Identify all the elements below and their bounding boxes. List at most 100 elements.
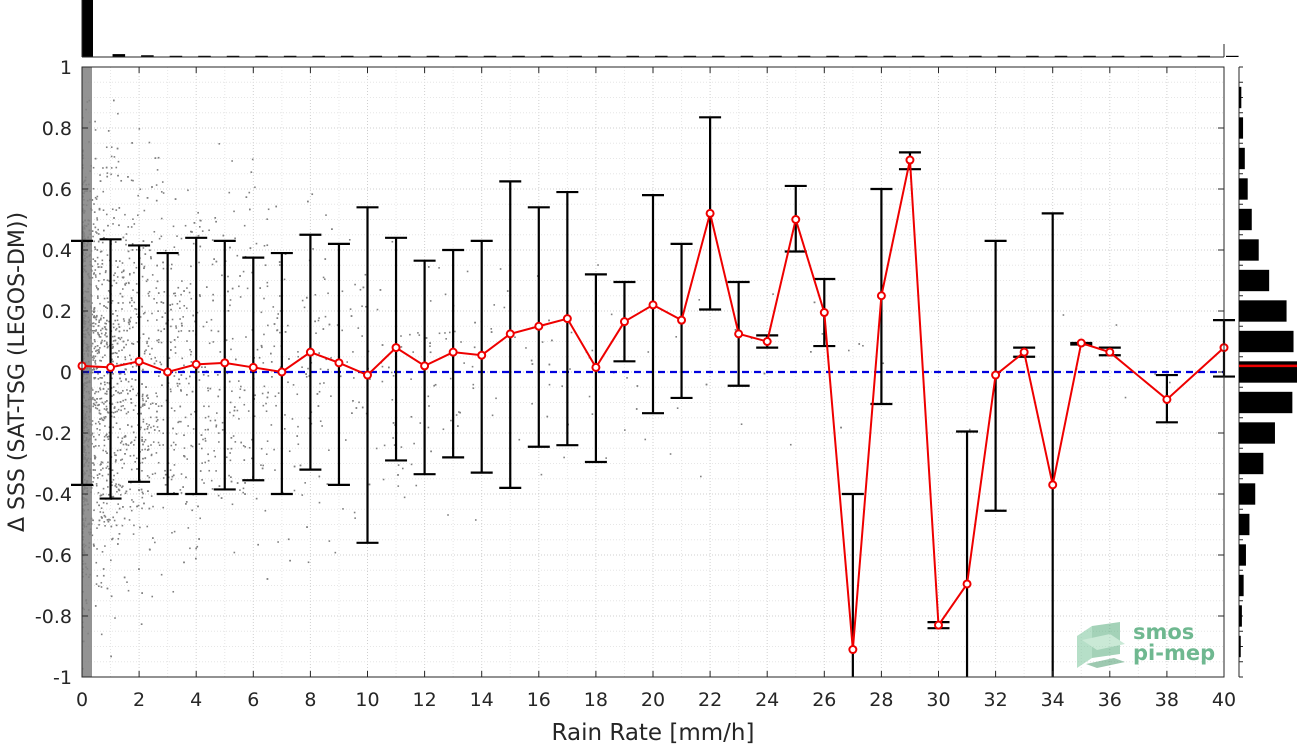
scatter-point — [116, 266, 119, 268]
scatter-point — [83, 301, 86, 303]
scatter-point — [91, 369, 94, 371]
scatter-point — [86, 458, 88, 461]
scatter-point — [115, 329, 117, 331]
scatter-point — [110, 559, 112, 562]
scatter-point — [261, 346, 263, 349]
scatter-point — [103, 297, 106, 300]
scatter-point — [183, 455, 185, 457]
scatter-point — [86, 244, 88, 247]
scatter-point — [125, 448, 128, 451]
scatter-point — [307, 200, 309, 203]
top-histogram-bar — [255, 55, 268, 57]
scatter-point — [82, 117, 84, 119]
scatter-point — [173, 530, 176, 533]
scatter-point — [315, 332, 317, 335]
scatter-point — [82, 568, 84, 570]
scatter-point — [97, 233, 100, 235]
scatter-point — [162, 261, 164, 264]
scatter-point — [184, 224, 187, 227]
scatter-point — [99, 272, 101, 275]
scatter-point — [104, 525, 106, 527]
scatter-point — [267, 391, 269, 394]
scatter-point — [94, 399, 96, 402]
scatter-point — [208, 229, 210, 232]
scatter-point — [210, 329, 213, 332]
scatter-point — [119, 372, 122, 375]
scatter-point — [83, 211, 85, 214]
scatter-point — [82, 316, 85, 319]
scatter-point — [94, 455, 96, 458]
scatter-point — [263, 385, 266, 388]
scatter-point — [289, 559, 291, 562]
scatter-point — [119, 260, 121, 262]
scatter-point — [128, 319, 131, 322]
y-tick-label: 0.4 — [42, 240, 72, 262]
mean-point — [591, 362, 601, 372]
scatter-point — [438, 267, 440, 269]
scatter-point — [138, 568, 140, 570]
scatter-point — [216, 374, 219, 376]
scatter-point — [160, 191, 163, 193]
scatter-point — [197, 211, 199, 214]
scatter-point — [149, 403, 152, 405]
scatter-point — [84, 439, 86, 442]
scatter-point — [144, 439, 147, 441]
scatter-point — [400, 335, 402, 337]
scatter-point — [146, 197, 149, 199]
scatter-point — [127, 424, 129, 426]
scatter-point — [105, 433, 108, 436]
scatter-point — [98, 445, 100, 447]
scatter-point — [82, 349, 85, 352]
scatter-point — [192, 242, 195, 245]
x-tick-label: 30 — [926, 689, 950, 711]
scatter-point — [392, 437, 394, 439]
scatter-point — [82, 435, 85, 437]
scatter-point — [89, 528, 92, 531]
scatter-point — [111, 358, 113, 361]
scatter-point — [287, 324, 289, 327]
scatter-point — [189, 375, 191, 378]
mean-point — [191, 359, 201, 369]
scatter-point — [127, 392, 129, 395]
scatter-point — [474, 519, 477, 521]
scatter-point — [117, 337, 120, 339]
scatter-point — [810, 351, 812, 353]
scatter-point — [142, 247, 145, 249]
scatter-point — [99, 388, 102, 391]
scatter-point — [136, 468, 138, 470]
scatter-point — [89, 324, 92, 327]
scatter-point — [170, 407, 173, 410]
scatter-point — [82, 548, 84, 550]
scatter-point — [425, 337, 428, 339]
axis-ticks: 0 2 4 6 8 10 12 14 16 18 20 22 24 26 28 30 32 34 36 38 40-1-… — [35, 57, 1236, 711]
scatter-point — [136, 505, 138, 508]
scatter-point — [83, 353, 86, 355]
scatter-point — [137, 194, 139, 197]
scatter-point — [82, 518, 84, 521]
scatter-point — [106, 452, 108, 455]
scatter-point — [88, 283, 91, 285]
scatter-point — [116, 449, 119, 452]
scatter-point — [103, 417, 106, 420]
scatter-point — [145, 280, 148, 283]
scatter-point — [111, 484, 113, 487]
x-tick-label: 36 — [1098, 689, 1122, 711]
y-axis-label: Δ SSS (SAT-TSG (LEGOS-DM)) — [5, 212, 30, 532]
scatter-point — [106, 587, 109, 590]
scatter-point — [111, 208, 114, 211]
scatter-point — [127, 176, 129, 178]
scatter-point — [173, 448, 175, 451]
mean-point — [391, 343, 401, 353]
scatter-point — [101, 356, 104, 359]
scatter-point — [111, 481, 113, 483]
scatter-point — [610, 313, 613, 316]
scatter-point — [156, 301, 158, 304]
scatter-point — [82, 373, 85, 376]
scatter-point — [147, 345, 150, 347]
scatter-point — [82, 231, 85, 234]
scatter-point — [154, 356, 157, 359]
scatter-point — [93, 347, 96, 350]
scatter-point — [287, 381, 289, 384]
scatter-point — [143, 265, 146, 268]
scatter-point — [503, 306, 506, 309]
